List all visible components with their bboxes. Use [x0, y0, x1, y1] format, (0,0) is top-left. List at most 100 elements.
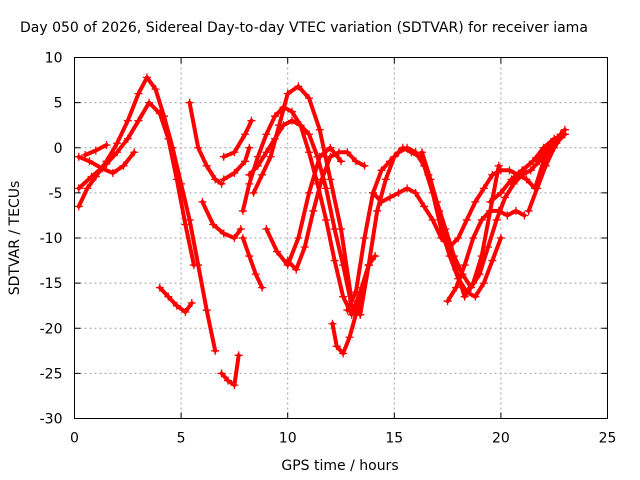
series-line	[445, 208, 527, 304]
x-tick-label: 0	[70, 431, 79, 447]
data-point	[102, 141, 111, 150]
data-point	[435, 206, 444, 215]
data-point	[454, 234, 463, 242]
data-point	[85, 157, 94, 166]
data-point	[351, 288, 360, 297]
data-point	[130, 148, 139, 157]
data-point	[292, 265, 301, 274]
data-point	[420, 202, 429, 211]
data-point	[360, 161, 369, 170]
data-point	[155, 109, 164, 118]
data-point	[558, 130, 567, 139]
data-point	[486, 197, 495, 206]
data-point	[245, 143, 254, 152]
data-point	[270, 134, 279, 143]
data-point	[98, 164, 107, 173]
data-point	[83, 184, 92, 193]
data-point	[305, 94, 314, 103]
series-line	[76, 150, 137, 175]
data-point	[398, 143, 407, 152]
data-point	[518, 166, 527, 175]
data-point	[172, 175, 181, 184]
data-point	[108, 169, 117, 178]
series-line	[219, 353, 241, 388]
series-arc-8	[217, 351, 243, 390]
data-point	[198, 197, 207, 206]
series-line	[285, 150, 367, 272]
chart-title: Day 050 of 2026, Sidereal Day-to-day VTE…	[20, 20, 588, 36]
data-point	[123, 134, 132, 143]
series-arc-3	[74, 148, 139, 178]
data-point	[494, 161, 503, 170]
data-point	[189, 261, 198, 270]
data-point	[520, 211, 529, 220]
data-point	[187, 298, 196, 307]
y-tick-label: -20	[40, 321, 63, 337]
data-point	[123, 116, 132, 125]
data-point	[134, 116, 143, 125]
data-point	[330, 224, 339, 233]
data-point	[503, 211, 512, 220]
data-point	[209, 220, 218, 229]
data-point	[351, 157, 360, 166]
series-arc-4	[81, 141, 111, 159]
data-point	[262, 224, 271, 233]
data-point	[522, 175, 531, 184]
data-point	[524, 206, 533, 215]
data-point	[332, 342, 341, 351]
data-point	[241, 157, 250, 166]
series-line	[221, 118, 254, 159]
data-point	[258, 170, 267, 179]
data-point	[230, 381, 239, 390]
data-point	[326, 143, 335, 152]
data-point	[300, 243, 309, 252]
data-point	[317, 175, 326, 184]
series-line	[157, 285, 194, 314]
data-point	[217, 179, 226, 188]
data-point	[460, 261, 469, 270]
data-point	[488, 170, 497, 179]
series-arc-22	[443, 206, 529, 306]
series-line	[187, 100, 224, 186]
data-point	[469, 279, 478, 288]
data-point	[219, 229, 228, 238]
data-point	[266, 152, 275, 161]
data-point	[550, 143, 559, 152]
data-point	[185, 215, 194, 224]
data-point	[181, 308, 190, 317]
data-point	[287, 116, 296, 125]
data-point	[505, 166, 514, 175]
data-point	[322, 184, 331, 193]
data-point	[426, 175, 435, 184]
data-point	[334, 148, 343, 157]
x-tick-label: 25	[599, 431, 617, 447]
data-point	[194, 143, 203, 152]
series-arc-15	[262, 143, 345, 270]
data-point	[339, 349, 348, 358]
data-point	[496, 188, 505, 197]
data-point	[528, 157, 537, 166]
y-tick-label: 10	[45, 51, 63, 67]
data-point	[74, 152, 83, 161]
data-point	[403, 184, 412, 193]
data-point	[462, 215, 471, 224]
data-point	[230, 234, 239, 242]
data-point	[479, 184, 488, 193]
series-arc-12	[249, 82, 356, 306]
data-point	[492, 215, 501, 224]
data-point	[113, 139, 122, 148]
data-point	[238, 234, 247, 242]
data-point	[471, 292, 480, 301]
series-arc-24	[507, 130, 569, 188]
series-line	[221, 145, 252, 182]
series-arc-10	[219, 116, 256, 161]
data-point	[309, 206, 318, 215]
y-tick-label: 5	[54, 96, 63, 112]
data-point	[287, 107, 296, 116]
data-point	[330, 256, 339, 265]
data-point	[305, 148, 314, 157]
data-point	[377, 166, 386, 175]
series-line	[240, 236, 265, 290]
data-point	[74, 202, 83, 211]
